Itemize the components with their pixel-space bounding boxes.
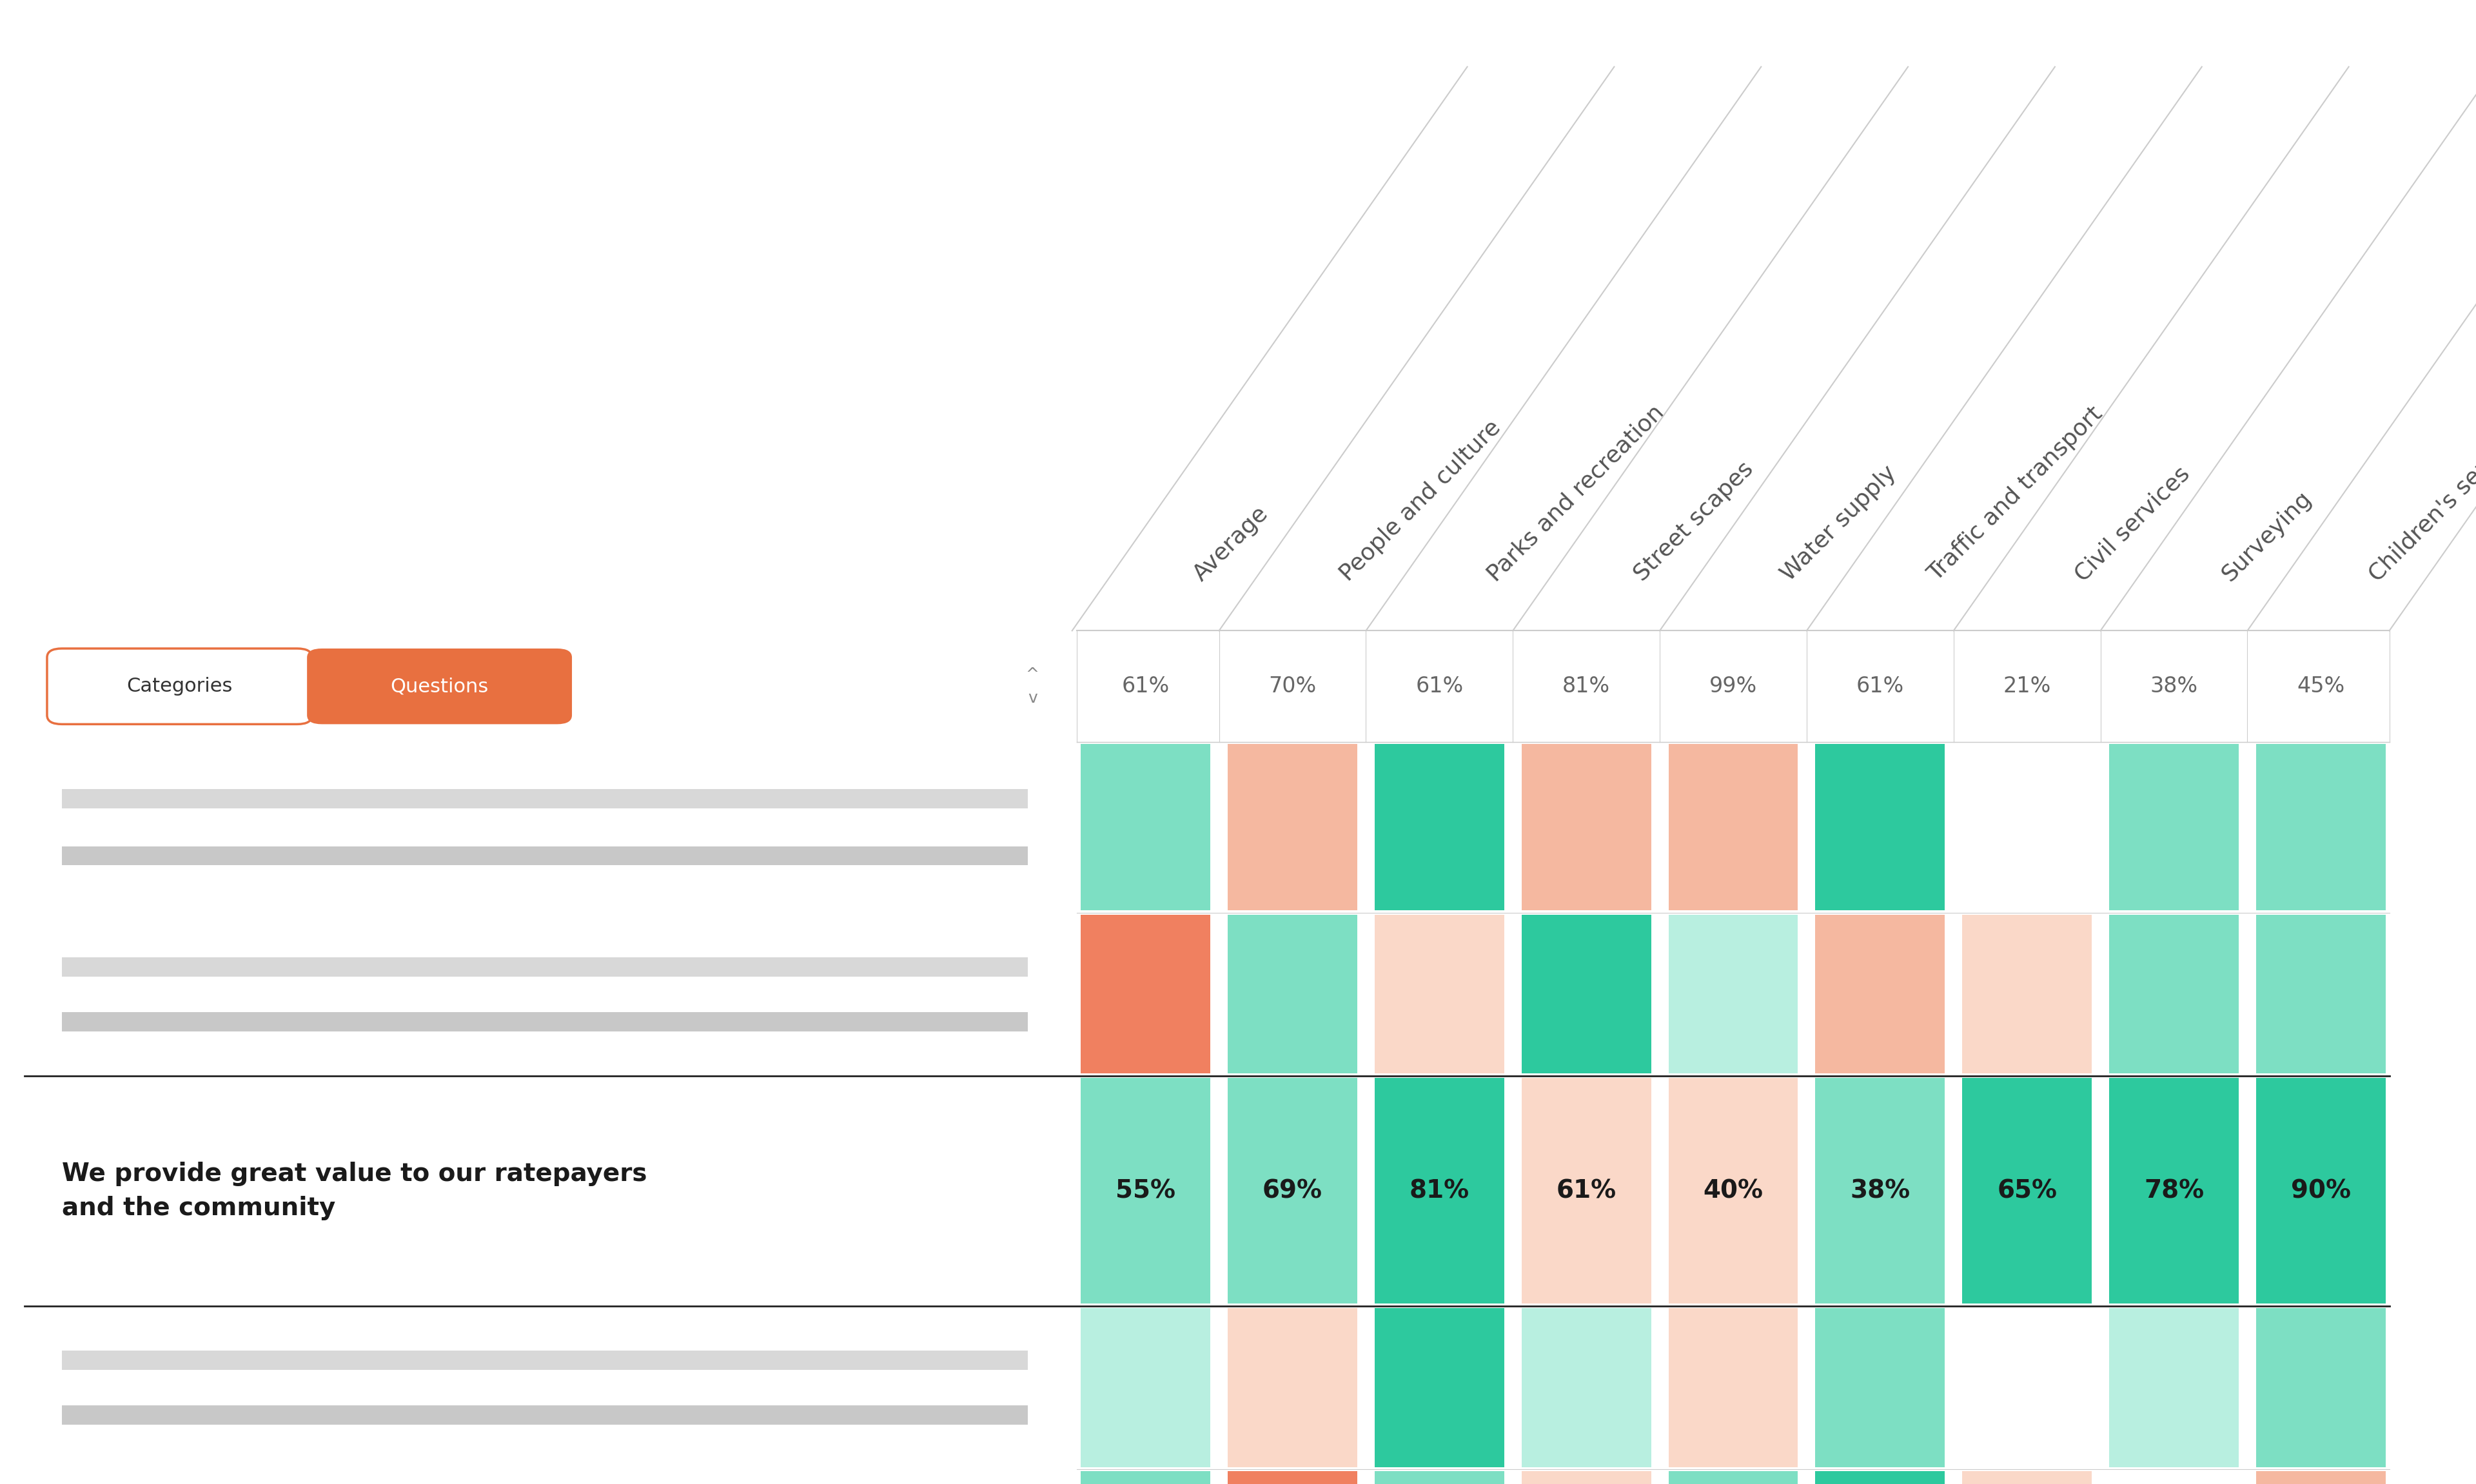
Text: ^: ^: [1025, 666, 1040, 683]
Bar: [1669, 914, 1798, 1074]
Text: Civil services: Civil services: [2070, 463, 2194, 586]
Text: v: v: [1028, 690, 1037, 706]
Bar: [2256, 1309, 2384, 1466]
Bar: [1961, 1077, 2092, 1304]
Bar: [1228, 1472, 1357, 1484]
Text: 61%: 61%: [1857, 675, 1904, 697]
Text: 69%: 69%: [1263, 1178, 1322, 1204]
Bar: [2110, 745, 2238, 911]
Bar: [1961, 1309, 2092, 1466]
Bar: [1815, 1077, 1944, 1304]
Bar: [1961, 914, 2092, 1074]
Text: People and culture: People and culture: [1337, 417, 1505, 586]
Bar: [1520, 914, 1651, 1074]
Bar: [1815, 1472, 1944, 1484]
Bar: [1080, 1472, 1211, 1484]
Bar: [1669, 745, 1798, 911]
Bar: [1228, 914, 1357, 1074]
Bar: [62, 789, 1028, 809]
Bar: [1669, 1472, 1798, 1484]
Text: 40%: 40%: [1703, 1178, 1763, 1204]
Bar: [1669, 1309, 1798, 1466]
Text: Surveying: Surveying: [2218, 487, 2315, 586]
Bar: [62, 1350, 1028, 1370]
Text: We provide great value to our ratepayers
and the community: We provide great value to our ratepayers…: [62, 1162, 646, 1220]
Text: 55%: 55%: [1117, 1178, 1176, 1204]
Text: 70%: 70%: [1268, 675, 1317, 697]
Text: Parks and recreation: Parks and recreation: [1483, 401, 1669, 586]
Bar: [1080, 745, 1211, 911]
Bar: [2110, 1077, 2238, 1304]
Bar: [1228, 745, 1357, 911]
Text: Water supply: Water supply: [1778, 462, 1902, 586]
Text: Traffic and transport: Traffic and transport: [1924, 404, 2107, 586]
Text: Average: Average: [1188, 503, 1273, 586]
Bar: [1961, 1472, 2092, 1484]
Bar: [1080, 1077, 1211, 1304]
Bar: [2110, 1309, 2238, 1466]
Bar: [2256, 914, 2384, 1074]
Text: 38%: 38%: [2149, 675, 2199, 697]
Bar: [1228, 1077, 1357, 1304]
Bar: [62, 846, 1028, 865]
Bar: [1815, 914, 1944, 1074]
Bar: [1520, 1472, 1651, 1484]
Bar: [1669, 1077, 1798, 1304]
Text: 81%: 81%: [1409, 1178, 1468, 1204]
Text: 90%: 90%: [2290, 1178, 2350, 1204]
Text: 65%: 65%: [1998, 1178, 2058, 1204]
Bar: [2256, 1472, 2384, 1484]
Text: 38%: 38%: [1850, 1178, 1909, 1204]
Text: 61%: 61%: [1122, 675, 1169, 697]
Bar: [1815, 1309, 1944, 1466]
Bar: [1080, 1309, 1211, 1466]
Text: 99%: 99%: [1708, 675, 1758, 697]
Bar: [1520, 745, 1651, 911]
Text: 78%: 78%: [2144, 1178, 2204, 1204]
Text: Children's services: Children's services: [2365, 416, 2476, 586]
Text: Categories: Categories: [126, 677, 233, 696]
Bar: [1520, 1077, 1651, 1304]
Bar: [2110, 1472, 2238, 1484]
Bar: [1374, 1077, 1503, 1304]
FancyBboxPatch shape: [307, 649, 572, 724]
Bar: [62, 1405, 1028, 1425]
Text: 21%: 21%: [2003, 675, 2050, 697]
FancyBboxPatch shape: [47, 649, 312, 724]
Bar: [1080, 914, 1211, 1074]
Text: 61%: 61%: [1416, 675, 1463, 697]
Text: 45%: 45%: [2298, 675, 2345, 697]
Text: Street scapes: Street scapes: [1629, 459, 1758, 586]
Bar: [1520, 1309, 1651, 1466]
Bar: [62, 1012, 1028, 1031]
Bar: [1374, 914, 1503, 1074]
Text: 81%: 81%: [1562, 675, 1609, 697]
Text: Questions: Questions: [391, 677, 488, 696]
Bar: [2256, 1077, 2384, 1304]
Bar: [1374, 1309, 1503, 1466]
Bar: [1815, 745, 1944, 911]
Bar: [62, 957, 1028, 976]
Bar: [2256, 745, 2384, 911]
Text: 61%: 61%: [1557, 1178, 1617, 1204]
Bar: [1374, 1472, 1503, 1484]
Bar: [1961, 745, 2092, 911]
Bar: [1228, 1309, 1357, 1466]
Bar: [1374, 745, 1503, 911]
Bar: [2110, 914, 2238, 1074]
